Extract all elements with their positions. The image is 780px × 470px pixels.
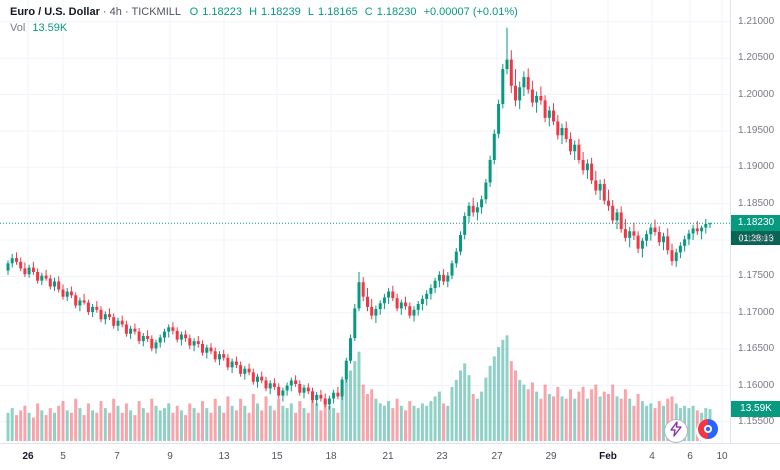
last-price-badge: 1.18230 bbox=[731, 215, 780, 232]
volume-label[interactable]: Vol bbox=[10, 22, 26, 34]
time-axis-label: 15 bbox=[271, 451, 283, 462]
time-axis[interactable]: 26 5 7 9 13 15 18 21 23 27 29 Feb 4 6 10 bbox=[0, 443, 780, 470]
time-axis-label: 7 bbox=[114, 451, 120, 462]
volume-badge: 13.59K bbox=[731, 401, 780, 418]
exchange-label[interactable]: TICKMILL bbox=[131, 6, 181, 18]
time-axis-label: 5 bbox=[60, 451, 66, 462]
price-axis-label: 1.16000 bbox=[738, 379, 775, 391]
price-axis-label: 1.17000 bbox=[738, 306, 775, 318]
price-axis-label: 1.18500 bbox=[738, 197, 775, 209]
separator-dot: · bbox=[102, 6, 107, 18]
symbol-row: Euro / U.S. Dollar · 4h · TICKMILL O 1.18… bbox=[10, 6, 522, 18]
volume-value: 13.59K bbox=[32, 22, 68, 34]
price-axis-label: 1.19500 bbox=[738, 124, 775, 136]
time-axis-label: Feb bbox=[599, 451, 617, 462]
price-axis-label: 1.16500 bbox=[738, 343, 775, 355]
interval-label[interactable]: 4h bbox=[109, 6, 122, 18]
price-axis-label: 1.15500 bbox=[738, 415, 775, 427]
time-axis-label: 23 bbox=[436, 451, 448, 462]
broker-logo-icon bbox=[697, 418, 719, 445]
time-axis-label: 6 bbox=[687, 451, 693, 462]
time-axis-label: 21 bbox=[382, 451, 394, 462]
open-label: O bbox=[189, 6, 199, 18]
price-axis-label: 1.21000 bbox=[738, 15, 775, 27]
symbol-name[interactable]: Euro / U.S. Dollar bbox=[10, 6, 100, 18]
time-axis-label: 26 bbox=[22, 451, 34, 462]
time-axis-label: 9 bbox=[167, 451, 173, 462]
time-axis-label: 18 bbox=[325, 451, 337, 462]
chart-plot-area[interactable]: Euro / U.S. Dollar · 4h · TICKMILL O 1.18… bbox=[0, 0, 730, 443]
price-axis-label: 1.17500 bbox=[738, 270, 775, 282]
high-label: H bbox=[249, 6, 258, 18]
time-axis-label: 29 bbox=[545, 451, 557, 462]
high-value: 1.18239 bbox=[261, 6, 301, 18]
change-value: +0.00007 (+0.01%) bbox=[423, 6, 518, 18]
price-axis-label: 1.18000 bbox=[738, 234, 775, 245]
price-axis-label: 1.20000 bbox=[738, 88, 775, 100]
close-value: 1.18230 bbox=[376, 6, 417, 18]
low-value: 1.18165 bbox=[317, 6, 358, 18]
price-axis[interactable]: 1.18230 01:28:13 13.59K 1.21000 1.20500 1.… bbox=[730, 0, 780, 443]
ohlc-values: O 1.18223 H 1.18239 L 1.18165 C 1.18230 +0.0… bbox=[190, 6, 522, 18]
bar-countdown-badge: 01:28:13 bbox=[731, 231, 780, 246]
close-label: C bbox=[364, 6, 373, 18]
candlestick-chart[interactable] bbox=[0, 0, 730, 443]
price-axis-label: 1.19000 bbox=[738, 161, 775, 173]
broker-logo-button[interactable] bbox=[696, 418, 720, 445]
price-axis-label: 1.20500 bbox=[738, 52, 775, 64]
floating-buttons bbox=[664, 418, 720, 445]
separator-dot: · bbox=[124, 6, 129, 18]
lightning-icon bbox=[669, 420, 683, 442]
time-axis-label: 4 bbox=[649, 451, 655, 462]
quick-trade-button[interactable] bbox=[664, 419, 688, 443]
open-value: 1.18223 bbox=[202, 6, 242, 18]
time-axis-label: 13 bbox=[218, 451, 230, 462]
time-axis-label: 10 bbox=[716, 451, 728, 462]
chart-legend: Euro / U.S. Dollar · 4h · TICKMILL O 1.18… bbox=[10, 6, 522, 34]
low-label: L bbox=[307, 6, 314, 18]
time-axis-label: 27 bbox=[491, 451, 503, 462]
volume-row: Vol 13.59K bbox=[10, 22, 522, 34]
